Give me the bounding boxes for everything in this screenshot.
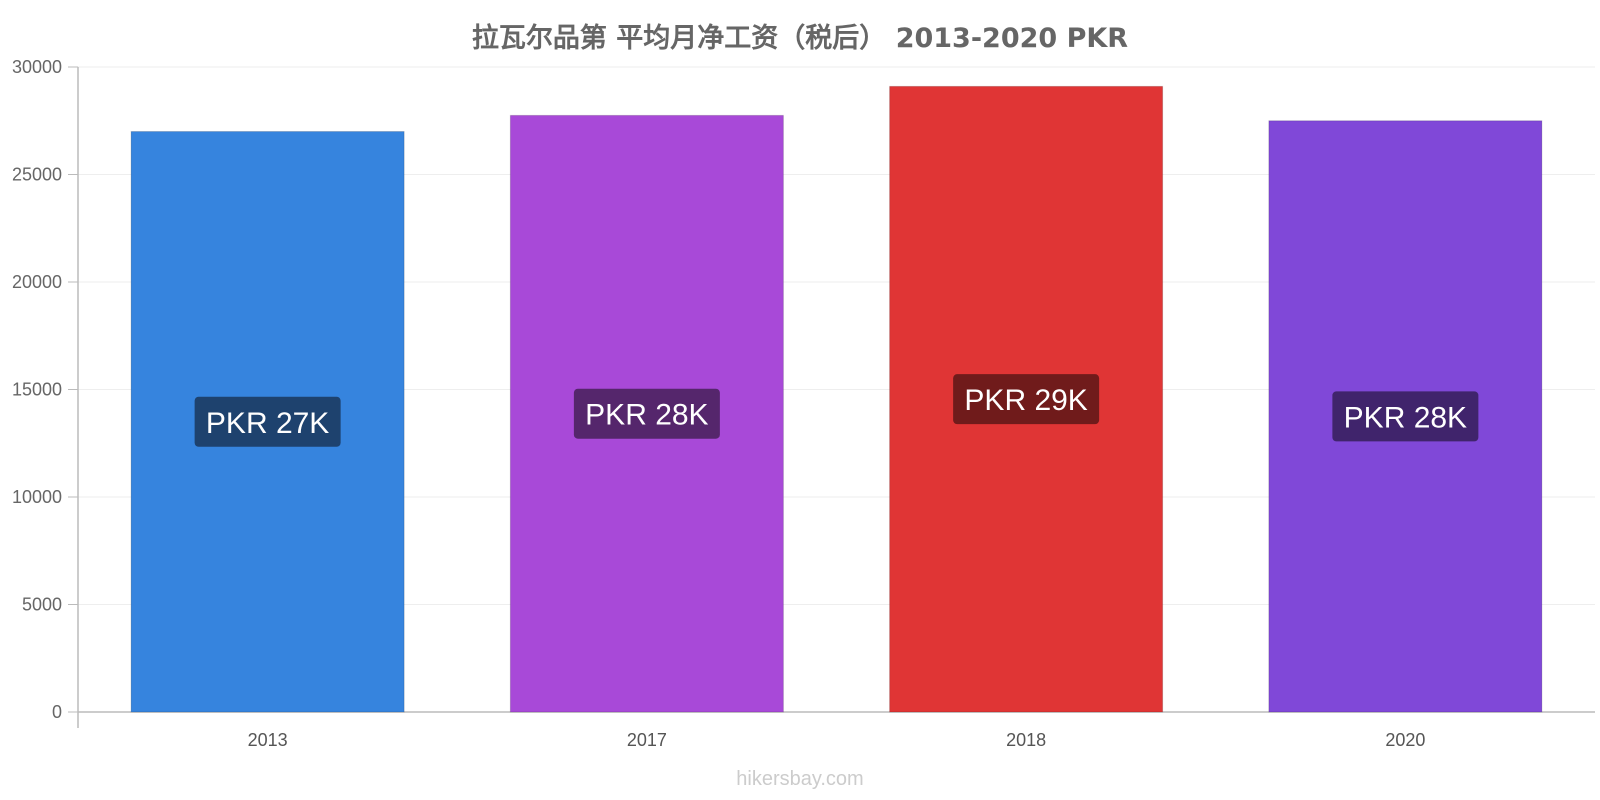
x-tick-label: 2018	[1006, 730, 1046, 750]
data-label-box	[573, 388, 720, 439]
y-tick-label: 15000	[12, 380, 62, 400]
data-label-box	[1332, 391, 1479, 442]
watermark: hikersbay.com	[736, 768, 864, 790]
data-label: PKR 28K	[585, 399, 708, 432]
data-label-box	[194, 396, 341, 447]
y-tick-label: 20000	[12, 272, 62, 292]
x-tick-label: 2020	[1385, 730, 1425, 750]
data-label: PKR 29K	[964, 384, 1087, 417]
chart-title: 拉瓦尔品第 平均月净工资（税后） 2013-2020 PKR	[471, 23, 1129, 54]
y-tick-label: 0	[52, 702, 62, 722]
data-label: PKR 28K	[1344, 401, 1467, 434]
y-tick-label: 5000	[22, 595, 62, 615]
data-label-box	[953, 374, 1100, 425]
y-tick-label: 25000	[12, 165, 62, 185]
x-tick-label: 2013	[248, 730, 288, 750]
x-tick-label: 2017	[627, 730, 667, 750]
y-tick-label: 10000	[12, 487, 62, 507]
data-label: PKR 27K	[206, 407, 329, 440]
y-tick-label: 30000	[12, 57, 62, 77]
